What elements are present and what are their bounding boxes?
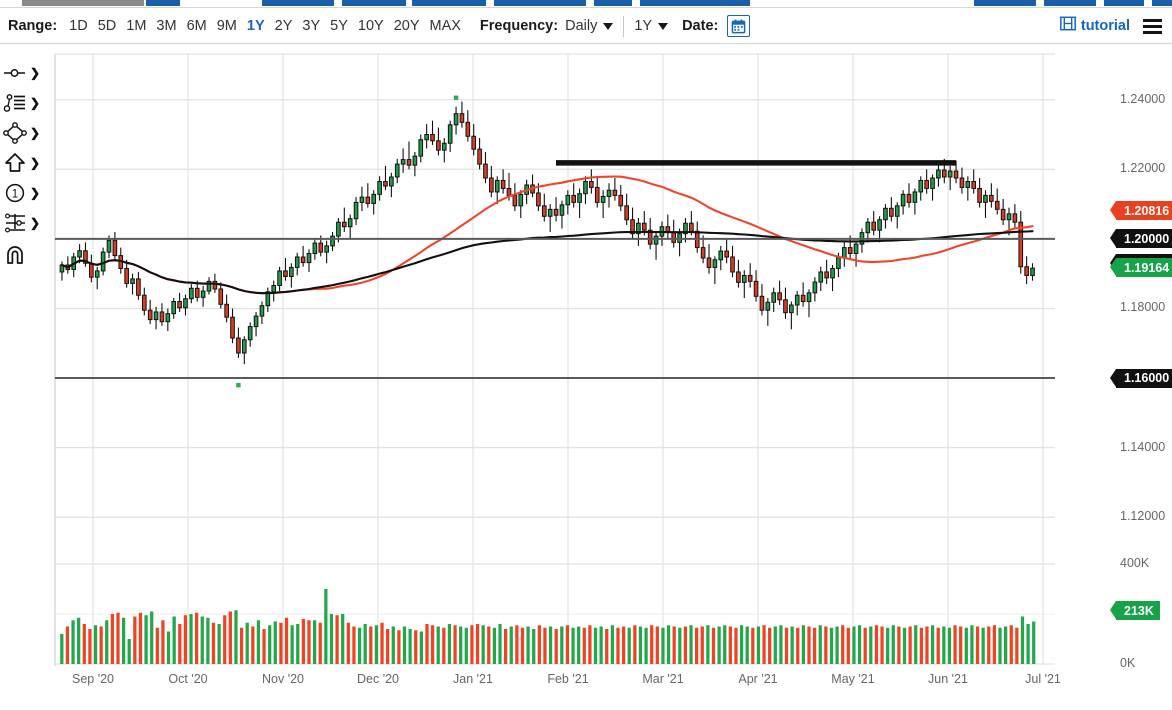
- range-button-3y[interactable]: 3Y: [302, 18, 321, 34]
- chevron-right-icon[interactable]: ❯: [30, 216, 41, 230]
- range-button-3m[interactable]: 3M: [156, 18, 177, 34]
- chevron-right-icon[interactable]: ❯: [30, 66, 41, 80]
- nav-pill: [494, 0, 586, 6]
- chevron-right-icon[interactable]: ❯: [30, 186, 41, 200]
- numbered-marker-tool[interactable]: 1 ❯: [0, 178, 53, 208]
- price-tag-last-price[interactable]: 1.19164: [1109, 258, 1172, 278]
- chevron-right-icon[interactable]: ❯: [30, 96, 41, 110]
- range-button-10y[interactable]: 10Y: [357, 18, 384, 34]
- date-axis-label: Oct '20: [168, 672, 208, 686]
- volume-current-tag[interactable]: 213K: [1110, 601, 1160, 621]
- range-button-9m[interactable]: 9M: [216, 18, 237, 34]
- measure-icon: [0, 212, 30, 234]
- volume-axis-label: 400K: [1120, 556, 1150, 570]
- volume-axis-label: 0K: [1120, 656, 1136, 670]
- price-chart[interactable]: [53, 44, 1108, 705]
- browser-nav-strip: [0, 0, 1172, 9]
- magnet-icon: [0, 244, 30, 266]
- drawing-tool-rail: ❯ ❯ ❯: [0, 44, 53, 705]
- range-button-20y[interactable]: 20Y: [393, 18, 420, 34]
- date-axis-label: Jun '21: [928, 672, 968, 686]
- line-segment-icon: [0, 65, 30, 81]
- date-axis-label: Sep '20: [71, 672, 115, 686]
- frequency-value[interactable]: Daily: [565, 18, 598, 34]
- date-axis-label: Feb '21: [547, 672, 589, 686]
- svg-text:1: 1: [12, 188, 18, 200]
- price-axis-label: 1.22000: [1120, 161, 1166, 176]
- price-tag-moving-average[interactable]: 1.20816: [1109, 201, 1172, 220]
- range-button-2y[interactable]: 2Y: [274, 18, 293, 34]
- line-tool[interactable]: ❯: [0, 58, 53, 88]
- up-arrow-icon: [0, 152, 30, 174]
- date-axis-label: Apr '21: [738, 672, 778, 686]
- nav-pill: [1044, 0, 1096, 6]
- toolbar-divider: [623, 15, 625, 37]
- date-axis-label: Dec '20: [357, 672, 399, 686]
- frequency-label: Frequency:: [479, 18, 559, 34]
- range-button-1m[interactable]: 1M: [126, 18, 147, 34]
- price-axis-label: 1.12000: [1120, 509, 1166, 524]
- range-button-5y[interactable]: 5Y: [330, 18, 348, 34]
- shape-tool[interactable]: ❯: [0, 118, 53, 148]
- range-button-6m[interactable]: 6M: [186, 18, 207, 34]
- nav-pill: [146, 0, 180, 6]
- nav-pill: [1152, 0, 1172, 6]
- range-button-max[interactable]: MAX: [429, 18, 461, 34]
- nav-pill: [1104, 0, 1144, 6]
- range-button-1y[interactable]: 1Y: [246, 18, 265, 34]
- date-axis-label: Nov '20: [262, 672, 304, 686]
- chevron-down-icon[interactable]: [658, 22, 669, 30]
- range-button-group: 1D 5D 1M 3M 6M 9M 1Y 2Y 3Y 5Y 10Y 20Y MAX: [64, 16, 466, 36]
- price-tag-level-line[interactable]: 1.20000: [1109, 229, 1172, 249]
- measure-tool[interactable]: ❯: [0, 208, 53, 238]
- film-strip-icon: [1059, 16, 1076, 36]
- arrow-tool[interactable]: ❯: [0, 148, 53, 178]
- range-label: Range:: [8, 18, 58, 34]
- price-axis-label: 1.18000: [1120, 300, 1166, 315]
- date-axis-label: Mar '21: [642, 672, 684, 686]
- circled-one-icon: 1: [0, 182, 30, 204]
- nav-pill: [412, 0, 486, 6]
- calendar-icon[interactable]: [727, 15, 751, 37]
- nav-pill: [342, 0, 406, 6]
- nav-pill: [974, 0, 1036, 6]
- chevron-right-icon[interactable]: ❯: [30, 126, 41, 140]
- range-button-1d[interactable]: 1D: [69, 18, 88, 34]
- date-label: Date:: [682, 18, 719, 34]
- nav-pill: [22, 0, 144, 6]
- date-axis-label: Jan '21: [453, 672, 493, 686]
- range-button-5d[interactable]: 5D: [97, 18, 117, 34]
- date-axis-label: May '21: [831, 672, 875, 686]
- text-annotation-tool[interactable]: ❯: [0, 88, 53, 118]
- text-lines-icon: [0, 93, 30, 113]
- magnet-snap-tool[interactable]: [0, 240, 53, 270]
- nav-pill: [262, 0, 334, 6]
- chevron-down-icon[interactable]: [603, 22, 614, 30]
- nav-pill: [594, 0, 632, 6]
- price-axis-label: 1.14000: [1120, 439, 1166, 454]
- date-axis-label: Jul '21: [1025, 672, 1061, 686]
- price-tag-level-line[interactable]: 1.16000: [1109, 368, 1172, 388]
- price-axis[interactable]: 1.24000 1.22000 1.18000 1.14000 1.12000 1.208…: [1108, 44, 1172, 705]
- nav-divider: [0, 7, 1172, 8]
- period-value[interactable]: 1Y: [634, 18, 653, 34]
- chevron-right-icon[interactable]: ❯: [30, 156, 41, 170]
- chart-canvas[interactable]: [53, 44, 1108, 705]
- chart-toolbar: Range: 1D 5D 1M 3M 6M 9M 1Y 2Y 3Y 5Y 10Y 20Y MAX Fre…: [0, 9, 1172, 44]
- hamburger-menu-icon[interactable]: [1143, 18, 1162, 34]
- tutorial-link[interactable]: tutorial: [1080, 18, 1130, 34]
- price-axis-label: 1.24000: [1120, 91, 1166, 106]
- diamond-nodes-icon: [0, 122, 30, 144]
- nav-pill: [640, 0, 750, 6]
